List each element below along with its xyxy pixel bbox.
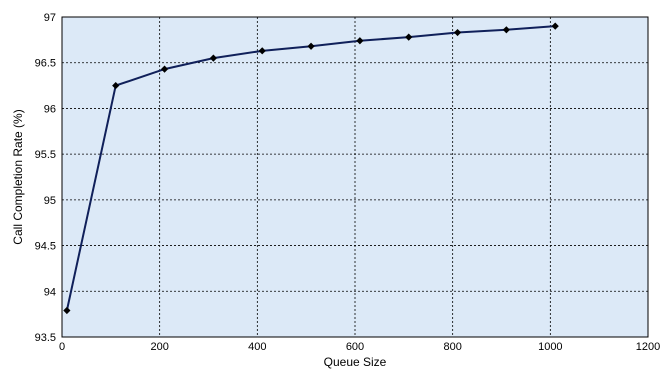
data-point	[258, 47, 266, 55]
x-tick-label: 800	[443, 341, 461, 353]
y-tick-label: 94	[44, 286, 56, 298]
data-point	[63, 306, 71, 315]
x-tick-label: 600	[346, 341, 364, 353]
x-axis-label: Queue Size	[324, 355, 387, 369]
data-point	[112, 81, 120, 90]
y-tick-label: 94.5	[35, 241, 56, 253]
x-tick-label: 1200	[636, 341, 660, 353]
y-tick-label: 97	[44, 12, 56, 24]
data-point	[453, 28, 462, 37]
series-group	[63, 22, 559, 315]
y-tick-label: 93.5	[35, 332, 56, 344]
x-tick-label: 1000	[538, 341, 562, 353]
x-tick-label: 400	[248, 341, 266, 353]
x-tick-label: 0	[59, 341, 65, 353]
y-tick-label: 96	[44, 103, 56, 115]
y-tick-label: 95	[44, 195, 56, 207]
x-axis-ticks: 0 200 400 600 800 1000 1200	[59, 341, 660, 353]
x-tick-label: 200	[150, 341, 168, 353]
data-point	[209, 54, 217, 62]
y-axis-label: Call Completion Rate (%)	[11, 109, 25, 244]
data-point	[307, 42, 315, 50]
data-point	[356, 37, 364, 45]
data-point	[502, 26, 510, 34]
data-point	[405, 33, 413, 41]
data-point	[160, 65, 169, 73]
data-point	[551, 22, 559, 30]
y-axis-ticks: 93.5 94 94.5 95 95.5 96 96.5 97	[35, 12, 56, 344]
y-tick-label: 95.5	[35, 149, 56, 161]
y-tick-label: 96.5	[35, 58, 56, 70]
